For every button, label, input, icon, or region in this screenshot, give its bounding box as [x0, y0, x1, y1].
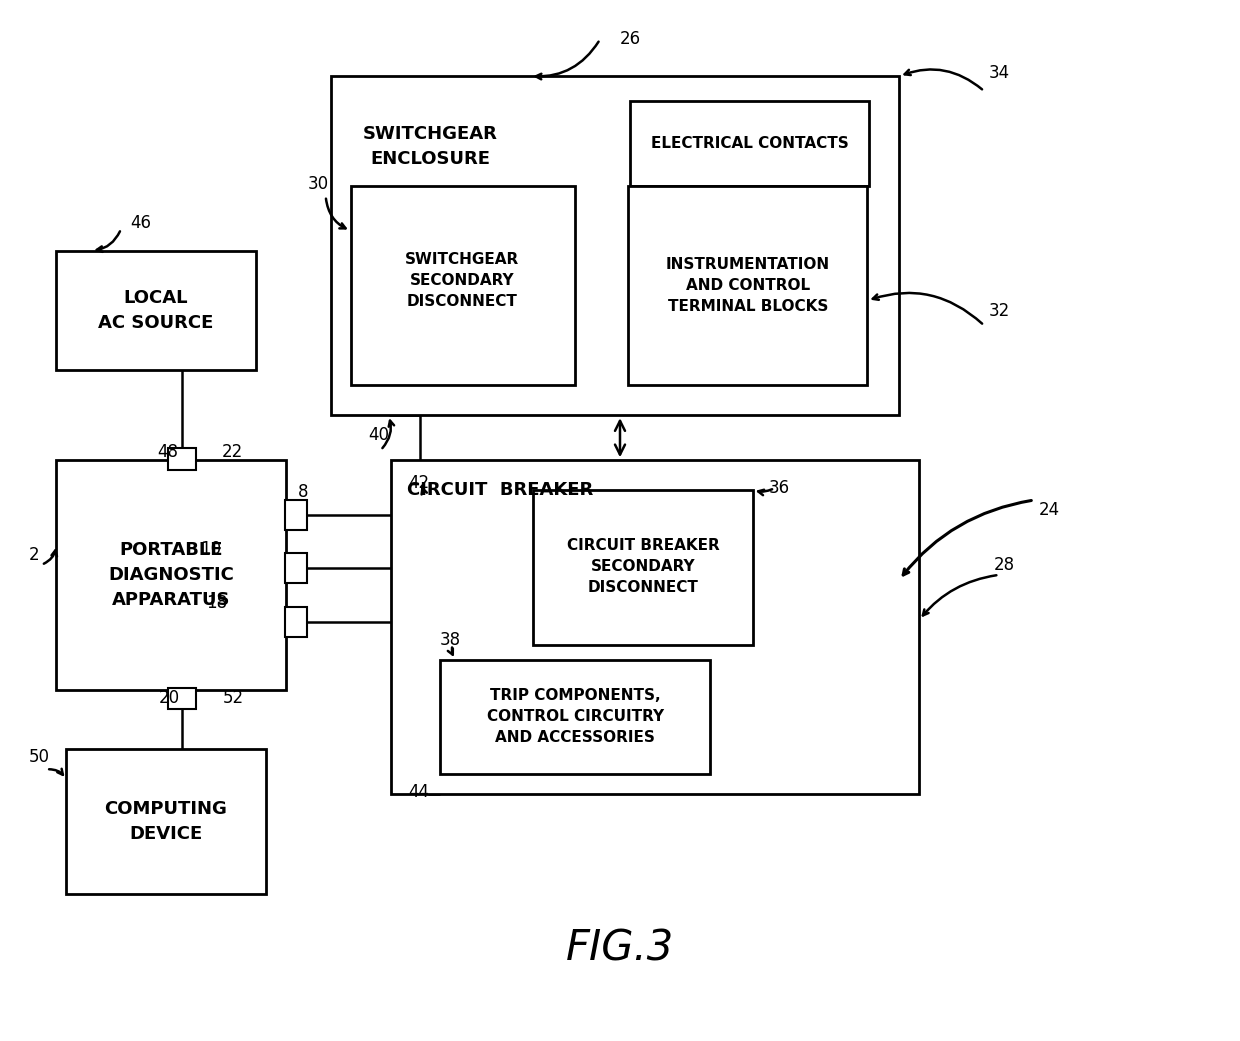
Text: 46: 46 — [130, 213, 151, 232]
Text: TRIP COMPONENTS,
CONTROL CIRCUITRY
AND ACCESSORIES: TRIP COMPONENTS, CONTROL CIRCUITRY AND A… — [486, 688, 663, 745]
Bar — [440, 660, 709, 775]
Bar — [285, 607, 306, 637]
Bar — [167, 687, 196, 710]
Text: LOCAL
AC SOURCE: LOCAL AC SOURCE — [98, 289, 213, 332]
Text: CIRCUIT BREAKER
SECONDARY
DISCONNECT: CIRCUIT BREAKER SECONDARY DISCONNECT — [567, 538, 719, 595]
Bar — [285, 553, 306, 583]
Text: 24: 24 — [1038, 501, 1060, 519]
Text: CIRCUIT  BREAKER: CIRCUIT BREAKER — [407, 481, 594, 499]
Text: 20: 20 — [159, 688, 180, 707]
Text: 52: 52 — [222, 688, 243, 707]
Text: 2: 2 — [29, 545, 40, 564]
Text: 8: 8 — [298, 483, 308, 501]
Bar — [627, 186, 868, 385]
Text: 40: 40 — [368, 426, 389, 445]
Text: 26: 26 — [620, 30, 641, 48]
Text: 10: 10 — [201, 540, 222, 558]
Text: 48: 48 — [157, 443, 179, 461]
Bar — [351, 186, 575, 385]
Bar — [533, 490, 753, 644]
Text: 38: 38 — [440, 631, 461, 649]
Text: 42: 42 — [408, 474, 429, 492]
Text: PORTABLE
DIAGNOSTIC
APPARATUS: PORTABLE DIAGNOSTIC APPARATUS — [108, 541, 234, 609]
Bar — [56, 251, 255, 371]
Text: 44: 44 — [408, 783, 429, 802]
Text: FIG.3: FIG.3 — [565, 928, 675, 970]
Text: 30: 30 — [308, 175, 330, 193]
Bar — [285, 500, 306, 530]
Bar — [167, 449, 196, 471]
Text: ELECTRICAL CONTACTS: ELECTRICAL CONTACTS — [651, 135, 848, 151]
Bar — [331, 76, 899, 415]
Bar — [391, 460, 919, 794]
Bar — [66, 750, 265, 894]
Text: SWITCHGEAR
ENCLOSURE: SWITCHGEAR ENCLOSURE — [363, 125, 498, 168]
Text: INSTRUMENTATION
AND CONTROL
TERMINAL BLOCKS: INSTRUMENTATION AND CONTROL TERMINAL BLO… — [666, 257, 830, 314]
Text: 32: 32 — [988, 302, 1009, 320]
Text: 34: 34 — [988, 65, 1009, 82]
Text: 22: 22 — [222, 443, 243, 461]
Bar — [56, 460, 285, 689]
Text: 28: 28 — [993, 556, 1014, 574]
Bar — [630, 101, 869, 186]
Text: 18: 18 — [206, 593, 227, 612]
Text: COMPUTING
DEVICE: COMPUTING DEVICE — [104, 799, 227, 843]
Text: 36: 36 — [769, 479, 790, 498]
Text: SWITCHGEAR
SECONDARY
DISCONNECT: SWITCHGEAR SECONDARY DISCONNECT — [405, 252, 520, 309]
Text: 50: 50 — [29, 748, 50, 766]
